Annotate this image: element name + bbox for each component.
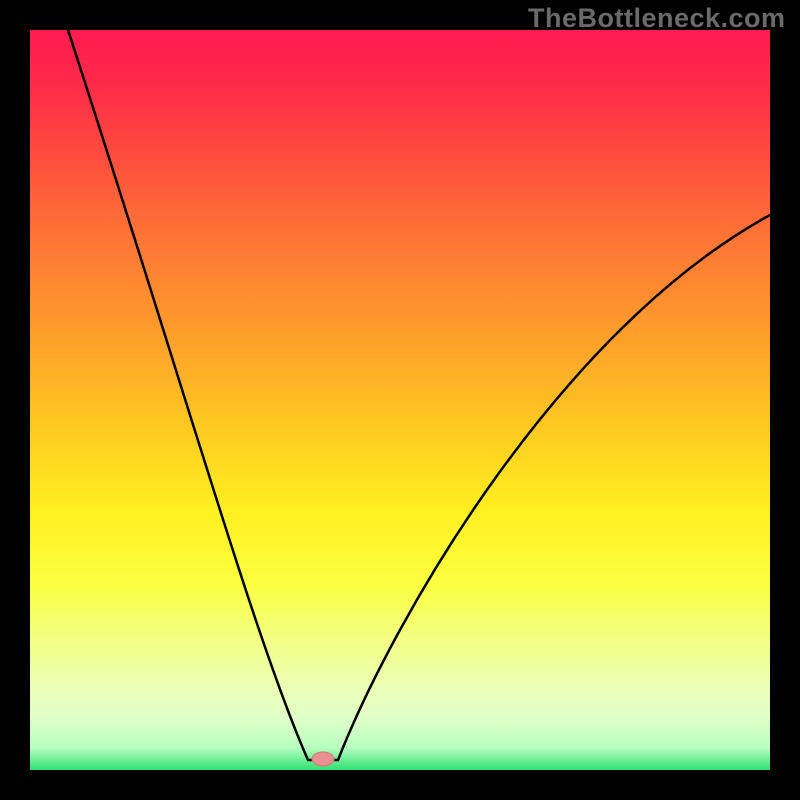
bottleneck-chart — [0, 0, 800, 800]
plot-background — [30, 30, 770, 770]
optimal-point-marker — [312, 752, 334, 766]
watermark-text: TheBottleneck.com — [528, 3, 786, 34]
